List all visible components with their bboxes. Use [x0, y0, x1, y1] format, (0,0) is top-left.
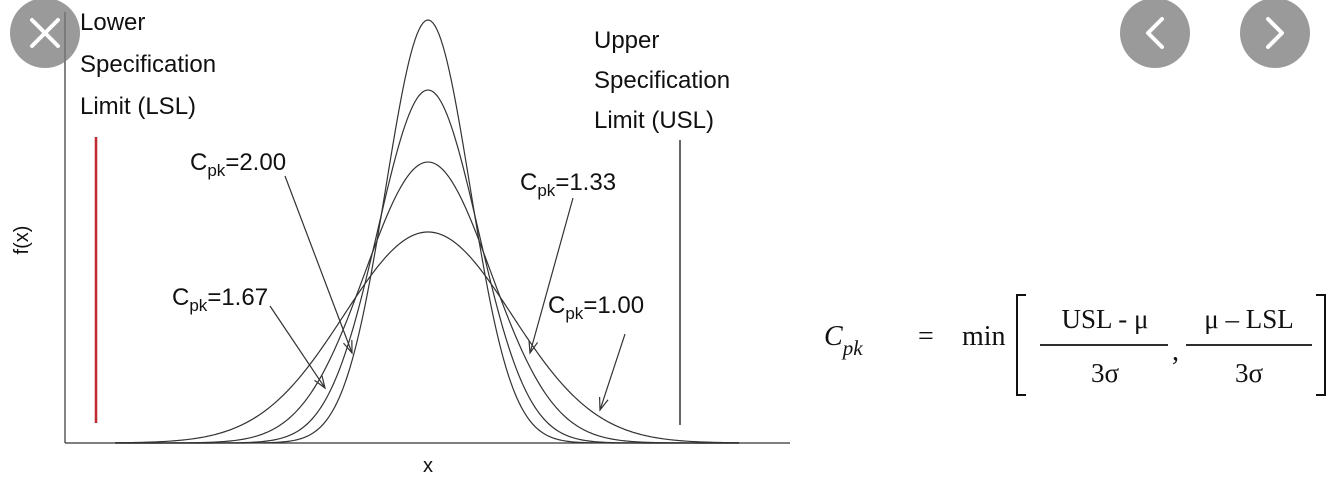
- cpk-symbol: C: [520, 169, 537, 196]
- arrow-head: [528, 339, 539, 355]
- numerator: USL - μ: [1062, 304, 1149, 334]
- cpk-symbol: C: [172, 284, 189, 311]
- arrow-shaft: [269, 305, 326, 389]
- cpk-label: Cpk=1.33: [520, 169, 616, 200]
- x-axis-label: x: [423, 455, 433, 477]
- lsl-line2: Specification: [80, 51, 216, 78]
- right-bracket: [1316, 294, 1326, 396]
- formula-equals: =: [918, 321, 934, 352]
- formula-operator: min: [962, 321, 1006, 352]
- cpk-value: =1.67: [207, 284, 268, 311]
- formula-lhs: Cpk: [824, 321, 863, 360]
- next-button[interactable]: [1240, 0, 1310, 68]
- previous-button[interactable]: [1120, 0, 1190, 68]
- arrow-shaft: [284, 175, 353, 354]
- cpk-symbol: C: [190, 149, 207, 176]
- lsl-line3: Limit (LSL): [80, 93, 196, 120]
- cpk-label: Cpk=2.00: [190, 149, 286, 180]
- arrow-shaft: [599, 333, 626, 411]
- arrow-head: [314, 375, 326, 390]
- denominator: 3σ: [1091, 358, 1120, 388]
- cpk-subscript: pk: [537, 181, 555, 200]
- formula-lhs-symbol: C: [824, 321, 843, 352]
- cpk-subscript: pk: [565, 304, 583, 323]
- cpk-value: =2.00: [225, 149, 286, 176]
- formula-separator: ,: [1172, 336, 1179, 367]
- close-button[interactable]: [10, 0, 80, 68]
- curves: [114, 19, 740, 444]
- usl-label: Upper Specification Limit (USL): [594, 27, 737, 134]
- cpk-label: Cpk=1.00: [548, 292, 644, 323]
- distribution-curve: [114, 231, 740, 444]
- usl-line1: Upper: [594, 27, 659, 54]
- cpk-subscript: pk: [207, 161, 225, 180]
- usl-line3: Limit (USL): [594, 107, 714, 134]
- arrow-shaft: [529, 197, 574, 354]
- arrow-head: [598, 396, 609, 412]
- numerator: μ – LSL: [1204, 304, 1293, 334]
- cpk-symbol: C: [548, 292, 565, 319]
- lsl-label: Lower Specification Limit (LSL): [80, 9, 223, 120]
- formula-lhs-subscript: pk: [841, 336, 864, 360]
- denominator: 3σ: [1235, 358, 1264, 388]
- distribution-curve: [115, 161, 739, 444]
- cpk-value: =1.00: [583, 292, 644, 319]
- lsl-line1: Lower: [80, 9, 145, 36]
- y-axis-label: f(x): [11, 226, 33, 255]
- arrow-head: [343, 339, 353, 355]
- left-bracket: [1016, 294, 1026, 396]
- cpk-label: Cpk=1.67: [172, 284, 268, 315]
- distribution-curve: [115, 89, 739, 444]
- formula: Cpk = min USL - μ 3σ , μ – LSL 3σ: [824, 294, 1326, 396]
- cpk-subscript: pk: [189, 296, 207, 315]
- usl-line2: Specification: [594, 67, 730, 94]
- cpk-value: =1.33: [555, 169, 616, 196]
